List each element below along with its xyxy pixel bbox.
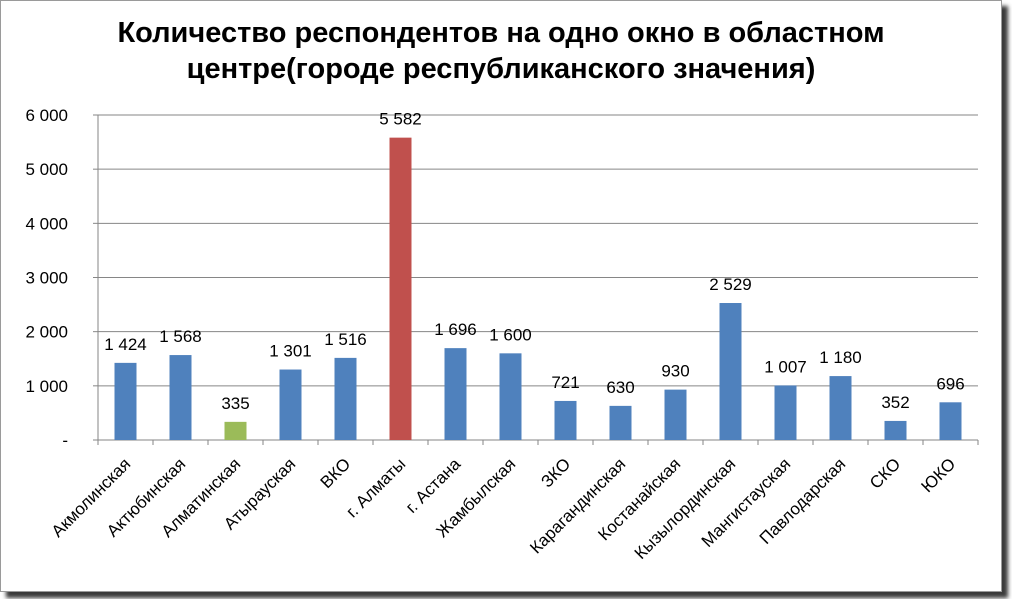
data-label-3: 335 [221,394,249,413]
bar-16 [939,402,962,440]
bar-6 [389,137,412,440]
bar-2 [169,355,192,440]
x-tick-label-12: Кызылординская [631,454,740,563]
data-label-2: 1 568 [159,327,202,346]
x-tick-label-10: Карагандинская [526,454,629,557]
y-tick-label: 5 000 [25,160,68,179]
y-tick-label: - [62,431,68,450]
bar-5 [334,357,357,440]
data-label-15: 352 [881,393,909,412]
data-label-12: 2 529 [709,275,752,294]
bar-10 [609,405,632,440]
bar-3 [224,421,247,440]
bar-8 [499,353,522,440]
x-tick-label-15: СКО [866,454,904,492]
chart-title: Количество респондентов на одно окно в о… [1,15,1001,87]
data-label-4: 1 301 [269,342,312,361]
data-label-11: 930 [661,362,689,381]
data-label-16: 696 [936,374,964,393]
bar-14 [829,376,852,440]
data-label-14: 1 180 [819,348,862,367]
data-label-7: 1 696 [434,320,477,339]
chart-title-line-2: центре(городе республиканского значения) [186,53,816,85]
y-tick-label: 4 000 [25,214,68,233]
data-label-13: 1 007 [764,357,807,376]
bar-7 [444,348,467,440]
chart-frame: Количество респондентов на одно окно в о… [0,0,1002,592]
data-label-5: 1 516 [324,330,367,349]
y-tick-label: 2 000 [25,323,68,342]
bar-13 [774,385,797,440]
bar-1 [114,362,137,440]
chart-title-line-1: Количество респондентов на одно окно в о… [117,17,885,49]
x-tick-label-6: г. Алматы [342,454,409,521]
bar-12 [719,303,742,440]
x-tick-label-9: ЗКО [537,454,574,491]
data-label-9: 721 [551,373,579,392]
bar-9 [554,400,577,440]
data-label-1: 1 424 [104,335,147,354]
bar-15 [884,420,907,440]
y-tick-label: 3 000 [25,269,68,288]
data-label-6: 5 582 [379,110,422,129]
data-label-8: 1 600 [489,325,532,344]
bar-11 [664,389,687,440]
data-label-10: 630 [606,378,634,397]
y-tick-label: 1 000 [25,377,68,396]
y-tick-label: 6 000 [25,106,68,125]
x-tick-label-16: ЮКО [918,454,960,496]
bar-4 [279,369,302,440]
x-tick-label-5: ВКО [317,454,355,492]
